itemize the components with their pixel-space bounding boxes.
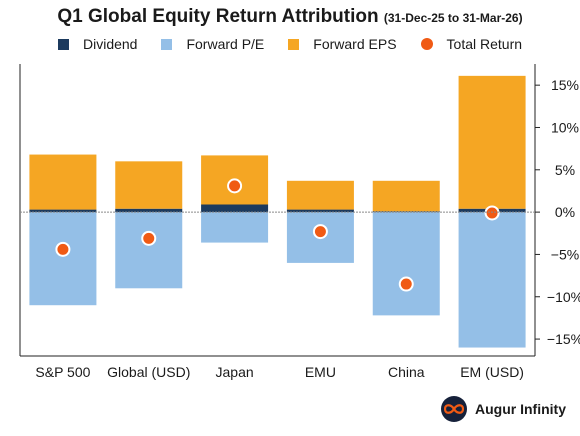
bar-forward-pe xyxy=(115,212,183,289)
bar-dividend xyxy=(372,211,440,213)
y-tick-label: −5% xyxy=(551,246,579,262)
bar-dividend xyxy=(286,209,354,213)
total-return-dot xyxy=(312,224,328,240)
chart-subtitle: (31-Dec-25 to 31-Mar-26) xyxy=(383,11,523,25)
legend-label-dividend: Dividend xyxy=(82,36,138,52)
legend-item-dividend: Dividend xyxy=(57,36,138,52)
legend-label-forward-pe: Forward P/E xyxy=(186,36,265,52)
legend-item-forward-eps: Forward EPS xyxy=(288,36,397,52)
legend: Dividend Forward P/E Forward EPS Total R… xyxy=(0,36,580,52)
x-tick-label: EM (USD) xyxy=(460,364,524,380)
legend-swatch-forward-pe xyxy=(161,38,173,50)
bar-dividend xyxy=(201,204,269,213)
x-tick-label: Japan xyxy=(216,364,254,380)
x-tick-label: Global (USD) xyxy=(107,364,190,380)
legend-swatch-dividend xyxy=(57,38,69,50)
brand-name: Augur Infinity xyxy=(475,401,566,417)
total-return-dot xyxy=(484,205,500,221)
y-tick-label: 0% xyxy=(555,204,575,220)
bar-forward-pe xyxy=(201,212,269,243)
total-return-dot xyxy=(227,178,243,194)
legend-item-forward-pe: Forward P/E xyxy=(161,36,264,52)
bar-forward-eps xyxy=(286,180,354,210)
bar-forward-pe xyxy=(458,212,526,348)
y-tick-label: 5% xyxy=(555,162,575,178)
legend-item-total-return: Total Return xyxy=(420,36,523,52)
total-return-dot xyxy=(141,230,157,246)
legend-dot-total-return xyxy=(420,38,433,50)
x-tick-label: S&P 500 xyxy=(35,364,90,380)
infinity-icon xyxy=(441,396,467,422)
x-tick-label: China xyxy=(388,364,425,380)
brand-logo: Augur Infinity xyxy=(441,396,566,422)
chart-title: Q1 Global Equity Return Attribution (31-… xyxy=(0,6,580,28)
bar-forward-pe xyxy=(372,212,440,316)
bar-forward-eps xyxy=(115,161,183,209)
legend-label-forward-eps: Forward EPS xyxy=(313,36,397,52)
bar-forward-eps xyxy=(372,180,440,212)
y-tick-label: −10% xyxy=(547,289,580,305)
bar-forward-pe xyxy=(29,212,97,306)
legend-label-total-return: Total Return xyxy=(446,36,523,52)
total-return-dot xyxy=(398,276,414,292)
total-return-dot xyxy=(55,241,71,257)
bar-dividend xyxy=(115,208,183,213)
chart-title-text: Q1 Global Equity Return Attribution xyxy=(57,6,379,27)
bar-forward-eps xyxy=(29,154,97,210)
bar-forward-eps xyxy=(458,75,526,209)
y-tick-label: 15% xyxy=(551,77,579,93)
bar-dividend xyxy=(29,209,97,213)
y-tick-label: 10% xyxy=(551,119,579,135)
y-tick-label: −15% xyxy=(547,331,580,347)
x-tick-label: EMU xyxy=(305,364,336,380)
legend-swatch-forward-eps xyxy=(288,38,300,50)
